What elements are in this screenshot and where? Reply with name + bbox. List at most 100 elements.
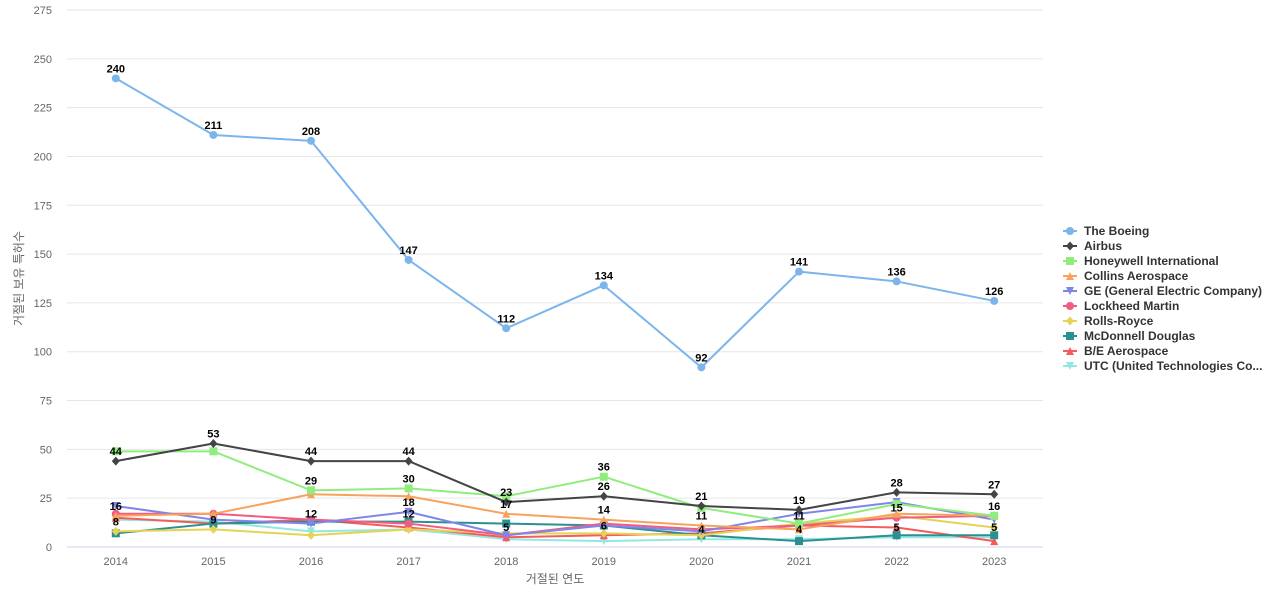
data-point[interactable] bbox=[990, 296, 999, 305]
legend-marker[interactable] bbox=[1066, 287, 1074, 295]
data-point[interactable] bbox=[209, 524, 218, 534]
data-label: 29 bbox=[305, 475, 317, 487]
data-point[interactable] bbox=[404, 456, 413, 466]
data-point[interactable] bbox=[599, 528, 608, 538]
data-point[interactable] bbox=[111, 447, 120, 456]
x-tick-label: 2017 bbox=[396, 556, 420, 568]
data-point[interactable] bbox=[404, 519, 413, 528]
data-point[interactable] bbox=[502, 531, 511, 540]
data-point[interactable] bbox=[795, 537, 803, 546]
data-label: 126 bbox=[985, 286, 1003, 298]
data-point[interactable] bbox=[697, 501, 706, 511]
data-point[interactable] bbox=[307, 530, 315, 540]
legend-item[interactable]: Rolls-Royce bbox=[1063, 314, 1154, 328]
legend-marker[interactable] bbox=[1066, 272, 1074, 280]
data-point[interactable] bbox=[990, 537, 999, 546]
data-point[interactable] bbox=[795, 505, 803, 515]
y-tick-label: 200 bbox=[34, 151, 52, 163]
data-label: 6 bbox=[601, 520, 607, 532]
series-0 bbox=[111, 74, 999, 372]
data-point[interactable] bbox=[502, 324, 511, 333]
data-label: 208 bbox=[302, 126, 320, 138]
data-point[interactable] bbox=[209, 439, 218, 449]
data-point[interactable] bbox=[209, 447, 218, 456]
legend-marker[interactable] bbox=[1066, 227, 1074, 235]
x-tick-label: 2014 bbox=[104, 556, 128, 568]
data-point[interactable] bbox=[892, 500, 901, 509]
y-tick-label: 250 bbox=[34, 54, 52, 66]
data-point[interactable] bbox=[892, 531, 901, 540]
legend-marker[interactable] bbox=[1066, 257, 1074, 265]
legend-marker[interactable] bbox=[1066, 362, 1074, 370]
data-point[interactable] bbox=[599, 515, 608, 524]
data-label: 134 bbox=[595, 270, 614, 282]
data-point[interactable] bbox=[990, 511, 999, 520]
data-label: 12 bbox=[305, 509, 317, 521]
data-point[interactable] bbox=[990, 522, 999, 532]
data-point[interactable] bbox=[892, 487, 901, 497]
data-point[interactable] bbox=[404, 524, 413, 534]
data-point[interactable] bbox=[892, 509, 901, 518]
data-point[interactable] bbox=[111, 526, 120, 536]
data-point[interactable] bbox=[209, 130, 218, 139]
data-point[interactable] bbox=[111, 501, 120, 510]
data-point[interactable] bbox=[307, 456, 315, 466]
legend-item[interactable]: B/E Aerospace bbox=[1063, 344, 1169, 358]
legend-label: B/E Aerospace bbox=[1084, 344, 1169, 358]
data-point[interactable] bbox=[111, 74, 120, 83]
x-tick-label: 2022 bbox=[884, 556, 908, 568]
data-point[interactable] bbox=[795, 267, 803, 276]
legend-marker[interactable] bbox=[1066, 241, 1074, 251]
data-label: 240 bbox=[107, 63, 125, 75]
legend-item[interactable]: The Boeing bbox=[1063, 224, 1149, 238]
data-point[interactable] bbox=[502, 497, 511, 507]
data-point[interactable] bbox=[404, 255, 413, 264]
data-label: 5 bbox=[503, 522, 509, 534]
legend-label: Collins Aerospace bbox=[1084, 269, 1189, 283]
legend-item[interactable]: Lockheed Martin bbox=[1063, 299, 1179, 313]
legend-item[interactable]: McDonnell Douglas bbox=[1063, 329, 1196, 343]
data-point[interactable] bbox=[795, 525, 803, 534]
legend-item[interactable]: Collins Aerospace bbox=[1063, 269, 1189, 283]
data-point[interactable] bbox=[111, 511, 120, 520]
data-point[interactable] bbox=[599, 491, 608, 501]
grid-lines bbox=[67, 9, 1043, 499]
data-point[interactable] bbox=[697, 521, 706, 530]
data-point[interactable] bbox=[502, 509, 511, 518]
data-point[interactable] bbox=[307, 486, 315, 495]
legend-marker[interactable] bbox=[1066, 302, 1074, 310]
data-point[interactable] bbox=[892, 277, 901, 286]
data-point[interactable] bbox=[307, 519, 315, 528]
data-label: 14 bbox=[598, 505, 611, 517]
data-point[interactable] bbox=[111, 456, 120, 466]
legend-item[interactable]: GE (General Electric Company) bbox=[1063, 284, 1262, 298]
legend-marker[interactable] bbox=[1066, 332, 1074, 340]
legend-label: McDonnell Douglas bbox=[1084, 329, 1196, 343]
y-tick-label: 275 bbox=[34, 5, 52, 17]
legend-item[interactable]: UTC (United Technologies Co... bbox=[1063, 359, 1262, 373]
data-point[interactable] bbox=[307, 136, 315, 145]
legend-item[interactable]: Airbus bbox=[1063, 239, 1122, 253]
data-point[interactable] bbox=[502, 519, 511, 528]
data-label: 36 bbox=[598, 462, 610, 474]
data-point[interactable] bbox=[990, 489, 999, 499]
data-point[interactable] bbox=[892, 523, 901, 532]
data-point[interactable] bbox=[795, 519, 803, 528]
data-point[interactable] bbox=[502, 492, 511, 501]
x-tick-label: 2023 bbox=[982, 556, 1006, 568]
legend-marker[interactable] bbox=[1066, 347, 1074, 355]
data-point[interactable] bbox=[599, 281, 608, 290]
data-point[interactable] bbox=[697, 363, 706, 372]
legend-marker[interactable] bbox=[1066, 316, 1074, 326]
data-point[interactable] bbox=[404, 507, 413, 516]
data-point[interactable] bbox=[404, 492, 413, 501]
data-label: 11 bbox=[696, 511, 708, 523]
data-point[interactable] bbox=[990, 531, 999, 540]
data-point[interactable] bbox=[599, 472, 608, 481]
legend-item[interactable]: Honeywell International bbox=[1063, 254, 1219, 268]
data-point[interactable] bbox=[209, 509, 218, 518]
data-point[interactable] bbox=[404, 484, 413, 493]
y-tick-label: 50 bbox=[40, 444, 52, 456]
